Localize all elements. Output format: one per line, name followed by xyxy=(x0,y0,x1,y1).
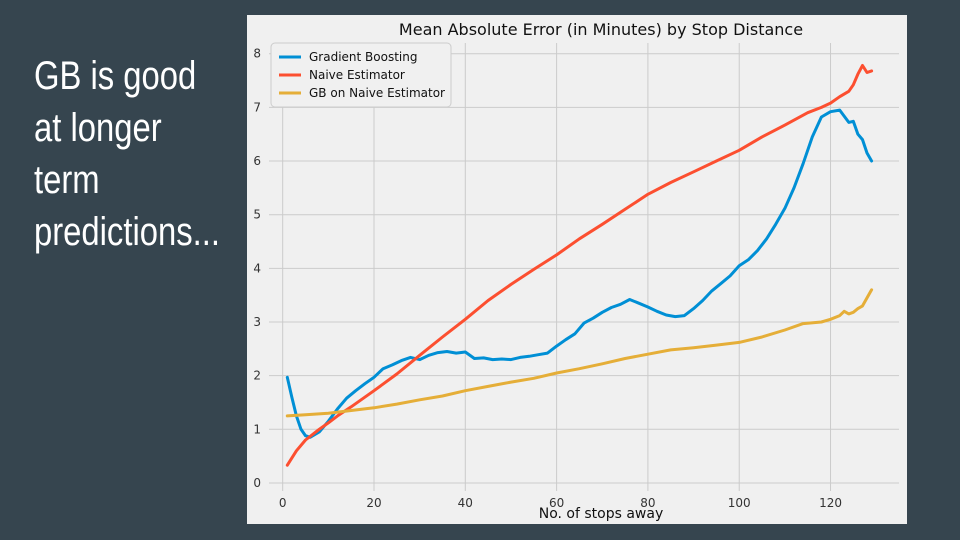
y-tick-label: 6 xyxy=(253,154,261,168)
x-tick-label: 80 xyxy=(640,496,655,510)
y-tick-label: 1 xyxy=(253,422,261,436)
y-tick-label: 5 xyxy=(253,208,261,222)
chart-title: Mean Absolute Error (in Minutes) by Stop… xyxy=(399,20,803,39)
series-line-1 xyxy=(285,108,874,439)
grid-layer xyxy=(269,43,899,491)
line-chart: 0 20 40 60 80 100 120 0 1 2 3 4 5 6 7 8 Mean Absolute E… xyxy=(253,20,899,522)
series-line-3 xyxy=(285,288,874,418)
x-tick-label: 120 xyxy=(819,496,842,510)
ticks-layer: 0 20 40 60 80 100 120 0 1 2 3 4 5 6 7 8 xyxy=(253,47,842,510)
slide-caption: GB is good at longer term predictions... xyxy=(34,54,220,254)
legend-label-2: Naive Estimator xyxy=(309,68,405,82)
x-tick-label: 60 xyxy=(549,496,564,510)
legend-label-3: GB on Naive Estimator xyxy=(309,86,445,100)
x-tick-label: 20 xyxy=(366,496,381,510)
x-tick-label: 100 xyxy=(728,496,751,510)
x-tick-label: 0 xyxy=(279,496,287,510)
chart-panel: 0 20 40 60 80 100 120 0 1 2 3 4 5 6 7 8 Mean Absolute E… xyxy=(247,15,907,524)
legend-label-1: Gradient Boosting xyxy=(309,50,417,64)
y-tick-label: 2 xyxy=(253,369,261,383)
legend-box xyxy=(270,42,452,108)
y-tick-label: 4 xyxy=(253,261,261,275)
y-tick-label: 0 xyxy=(253,476,261,490)
x-tick-label: 40 xyxy=(458,496,473,510)
y-tick-label: 7 xyxy=(253,100,261,114)
legend: Gradient Boosting Naive Estimator GB on Na… xyxy=(270,42,452,108)
y-tick-label: 3 xyxy=(253,315,261,329)
y-tick-label: 8 xyxy=(253,47,261,61)
series-line-2 xyxy=(285,64,874,467)
series-layer xyxy=(285,64,874,467)
x-axis-title: No. of stops away xyxy=(539,506,664,522)
